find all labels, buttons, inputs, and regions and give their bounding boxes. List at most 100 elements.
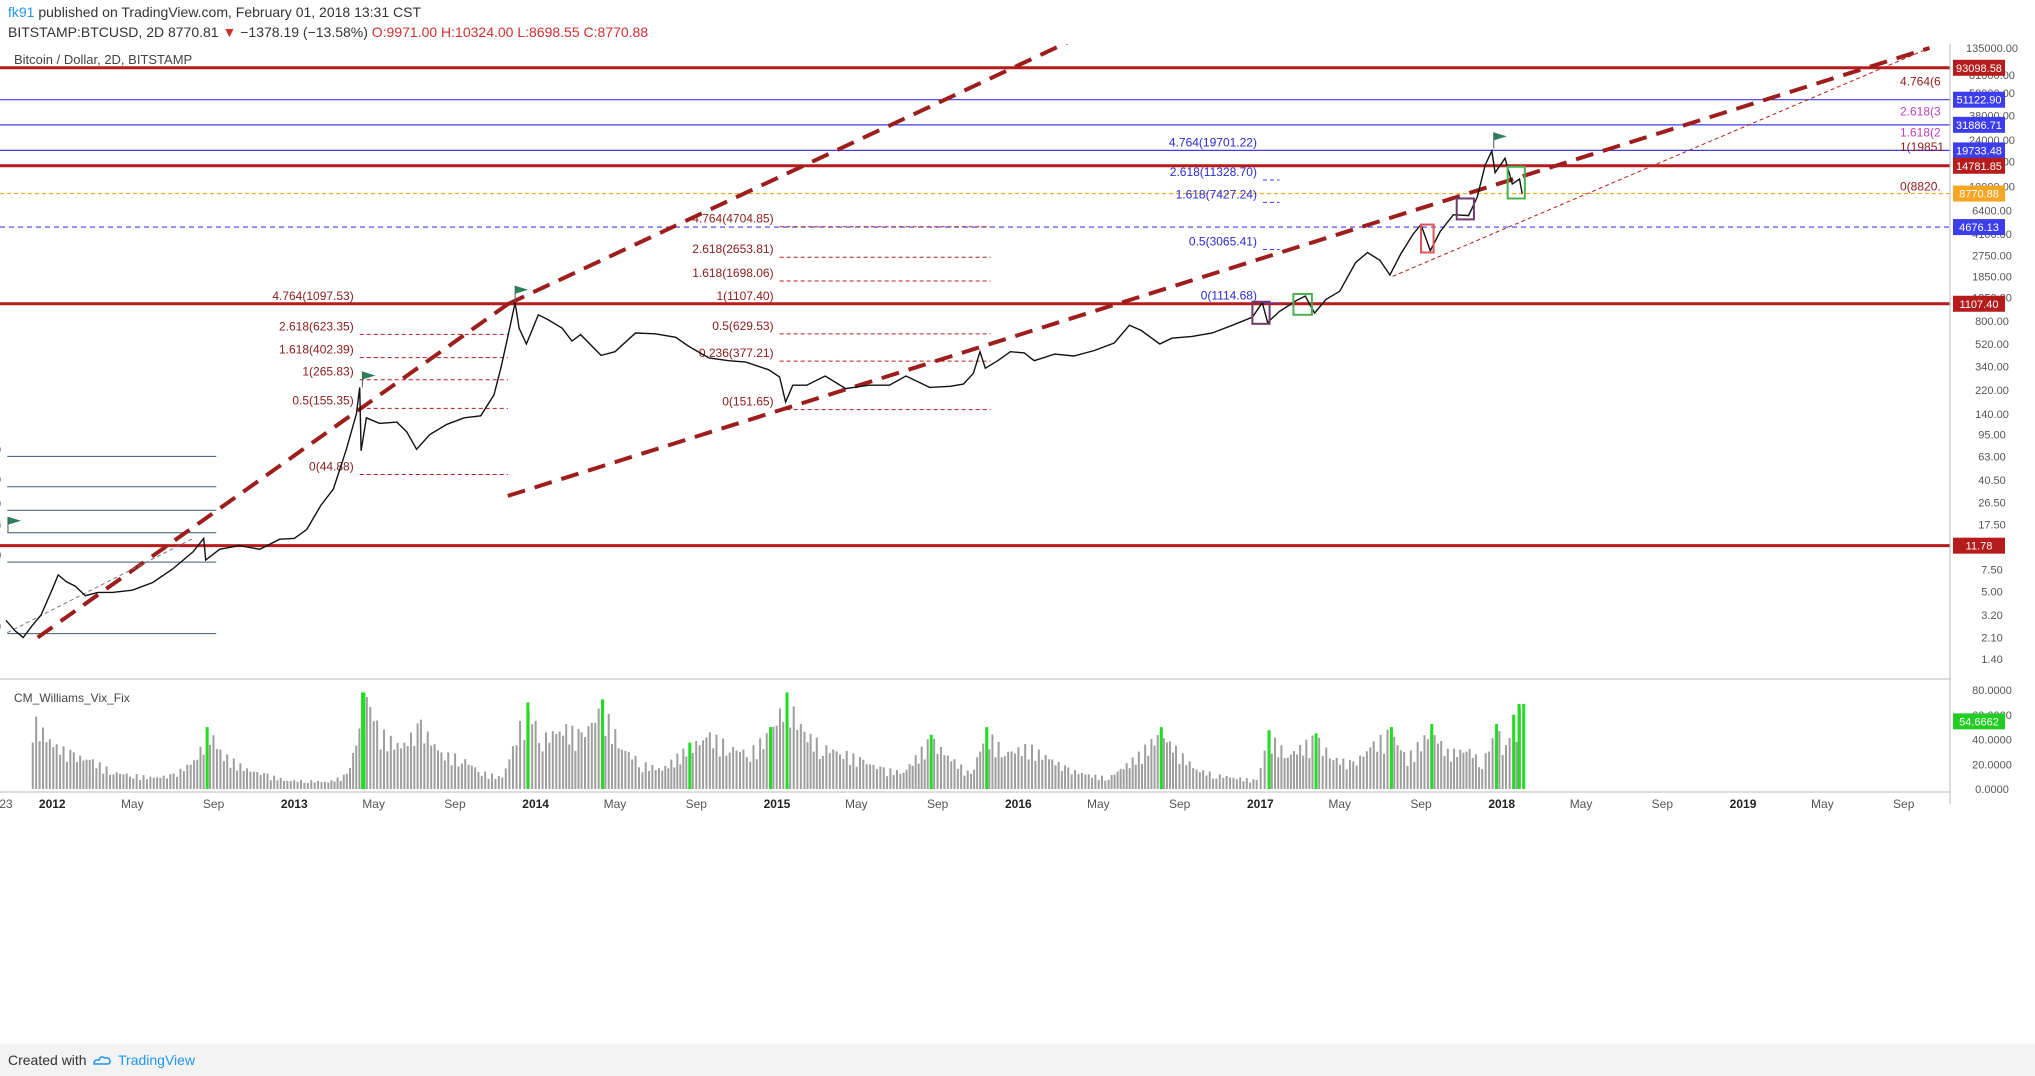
fib-level-label: 1.618(2	[1900, 126, 1941, 140]
vix-bar	[1034, 760, 1037, 789]
vix-bar	[538, 742, 541, 789]
vix-green-spike	[1512, 714, 1516, 789]
vix-bar	[109, 774, 112, 789]
fib-level-label: 4.764(4704.85)	[692, 212, 773, 226]
vix-bar	[105, 766, 108, 789]
trend-line	[507, 46, 1931, 498]
price-labels: 93098.58 51122.90 31886.71 19733.48 14781.85…	[1953, 59, 2005, 554]
vix-bar	[1222, 777, 1225, 789]
vix-bar	[1080, 772, 1083, 789]
vix-bar	[457, 766, 460, 789]
vix-bar	[1107, 779, 1110, 789]
x-tick-label: May	[1811, 797, 1834, 811]
vix-bar	[400, 748, 403, 789]
vix-bar	[464, 759, 467, 789]
fib-level-label: 1.618(22.90)	[0, 495, 1, 509]
vix-bar	[1488, 751, 1491, 789]
vix-bar	[1003, 756, 1006, 789]
vix-bar	[242, 771, 245, 789]
vix-bar	[423, 743, 426, 789]
indicator-value-text: 54.6662	[1959, 716, 1999, 728]
vix-bar	[1498, 730, 1501, 789]
vix-bar	[303, 782, 306, 789]
x-tick-label: 2012	[39, 797, 66, 811]
vix-bar	[497, 775, 500, 789]
vix-bar	[531, 724, 534, 789]
vix-bar	[845, 750, 848, 789]
vix-bar	[782, 721, 785, 789]
vix-green-spike	[1159, 727, 1163, 789]
price-label-text: 51122.90	[1956, 95, 2001, 107]
vix-bar	[259, 774, 262, 789]
vix-bar	[555, 734, 558, 789]
vix-bar	[1113, 774, 1116, 789]
vix-bar	[759, 738, 762, 789]
vix-bar	[1165, 742, 1168, 789]
vix-bar	[725, 755, 728, 789]
vix-bar	[193, 760, 196, 789]
vix-bar	[1027, 759, 1030, 789]
chart-svg[interactable]: 4.764(1097.53) 2.618(623.35) 1.618(402.39)…	[0, 43, 2035, 1044]
vix-bar	[772, 726, 775, 789]
vix-bar	[917, 763, 920, 789]
vix-bar	[732, 746, 735, 789]
x-tick-label: May	[362, 797, 385, 811]
vix-bar	[872, 764, 875, 789]
y-tick-label: 26.50	[1978, 498, 2006, 510]
price-label-tag	[1953, 142, 2005, 159]
vix-bar	[875, 769, 878, 789]
vix-bar	[276, 780, 279, 789]
vix-bar	[467, 764, 470, 789]
vix-bar	[132, 778, 135, 789]
vix-bar	[447, 752, 450, 789]
vix-bar	[65, 761, 68, 789]
y-tick-label: 40.50	[1978, 475, 2006, 487]
vix-bar	[1232, 777, 1235, 789]
vix-bar	[125, 773, 128, 789]
vix-bar	[682, 748, 685, 789]
tradingview-link[interactable]: TradingView	[118, 1052, 196, 1068]
vix-bar	[389, 735, 392, 789]
vix-bar	[735, 750, 738, 789]
vix-bar	[490, 773, 493, 789]
fib-level-label: 4.764(63.04)	[0, 441, 1, 455]
username-link[interactable]: fk91	[8, 4, 35, 20]
vix-bar	[1369, 747, 1372, 789]
vix-bar	[1263, 750, 1266, 789]
vix-bar	[580, 732, 583, 789]
vix-bar	[926, 739, 929, 789]
vix-bar	[236, 770, 239, 789]
vix-bar	[1328, 758, 1331, 789]
vix-green-spike	[1517, 703, 1521, 789]
vix-bar	[651, 764, 654, 789]
time-axis[interactable]: 23 2012 May Sep 2013 May Sep 2014 May Sep 2015 May S…	[0, 797, 1915, 811]
vix-bar	[1020, 756, 1023, 789]
vix-bar	[1465, 751, 1468, 789]
indicator-y-tick: 80.0000	[1972, 685, 2012, 697]
vix-bar	[882, 767, 885, 789]
vix-bar	[430, 745, 433, 789]
vix-bar	[1365, 751, 1368, 789]
flag-icon	[7, 516, 21, 525]
price-label-text: 93098.58	[1956, 63, 2002, 75]
vix-bar	[809, 733, 812, 789]
vix-bar	[679, 764, 682, 789]
price-label-text: 8770.88	[1959, 189, 1999, 201]
vix-bar	[698, 745, 701, 789]
vix-bar	[159, 777, 162, 789]
vix-bar	[1185, 765, 1188, 789]
vix-bar	[1420, 751, 1423, 789]
vix-bar	[1462, 752, 1465, 789]
vix-bar	[1060, 771, 1063, 789]
vix-bar	[323, 781, 326, 789]
vix-bar	[504, 768, 507, 789]
vix-bar	[577, 729, 580, 789]
vix-bar	[48, 739, 51, 789]
vix-bar	[676, 753, 679, 789]
chart-area[interactable]: 4.764(1097.53) 2.618(623.35) 1.618(402.39)…	[0, 43, 2035, 1049]
vix-bar	[139, 779, 142, 789]
vix-bar	[1280, 745, 1283, 789]
y-tick-label: 63.00	[1978, 451, 2006, 463]
vix-bar	[115, 772, 118, 789]
vix-bar	[1270, 753, 1273, 789]
